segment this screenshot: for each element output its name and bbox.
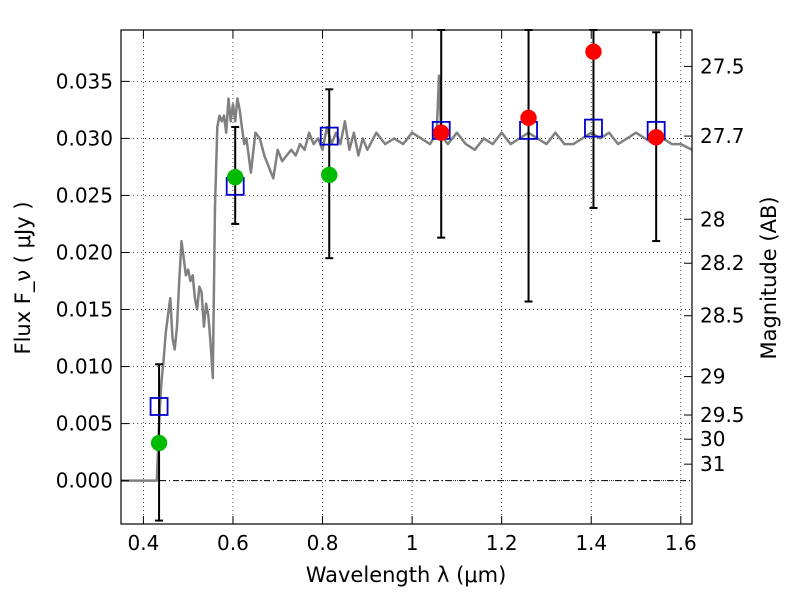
photometry-point: [520, 109, 537, 127]
photometry-point: [647, 128, 665, 146]
y-tick-labels: 0.000 0.005 0.010 0.015 0.020 0.025 0.030 0.035: [56, 69, 113, 492]
model-band-square: [584, 118, 603, 138]
y-tick-label: 0.035: [56, 69, 113, 93]
model-band-square: [319, 126, 339, 146]
y-tick-label: 0.030: [56, 126, 113, 150]
right-tick-label: 28.5: [700, 304, 745, 328]
x-tick-label: 1.6: [665, 531, 697, 555]
x-tick-label: 1: [406, 531, 419, 555]
right-tick-label: 30: [700, 427, 725, 451]
x-tick-label: 0.8: [307, 531, 339, 555]
photometry-point: [432, 124, 450, 141]
plot-frame: [120, 29, 693, 525]
right-tick-label: 28: [700, 207, 725, 231]
y-tick-label: 0.005: [56, 412, 113, 436]
axis-ticks: [121, 30, 692, 524]
right-tick-label: 29: [700, 365, 725, 389]
y-axis-label: Flux F_ν ( μJy ): [11, 201, 36, 354]
right-tick-label: 29.5: [700, 403, 745, 427]
right-tick-label: 27.5: [700, 54, 745, 78]
photometry-point: [226, 168, 244, 186]
right-tick-label: 31: [700, 452, 725, 476]
x-tick-label: 1.2: [486, 531, 518, 555]
x-tick-labels: 0.4 0.6 0.8 1 1.2 1.4 1.6: [127, 531, 696, 555]
photometry-point: [585, 43, 602, 60]
data-markers: [149, 43, 666, 452]
y-tick-label: 0.010: [56, 355, 113, 379]
x-tick-label: 0.6: [217, 531, 249, 555]
model-spectrum-layer: [121, 74, 693, 482]
right-axis-label: Magnitude (AB): [757, 196, 781, 359]
photometry-point: [320, 166, 338, 184]
photometry-point: [150, 434, 168, 452]
y-tick-label: 0.020: [56, 240, 113, 264]
model-band-square: [149, 397, 169, 416]
y-tick-label: 0.025: [56, 183, 113, 207]
right-tick-label: 27.7: [700, 124, 745, 148]
x-axis-label: Wavelength λ (μm): [306, 563, 507, 587]
y-tick-label: 0.015: [56, 298, 113, 322]
right-tick-label: 28.2: [700, 251, 745, 275]
x-tick-label: 1.4: [575, 531, 607, 555]
x-tick-label: 0.4: [127, 531, 159, 555]
y-tick-label: 0.000: [56, 469, 113, 493]
model-spectrum-line: [121, 74, 693, 482]
